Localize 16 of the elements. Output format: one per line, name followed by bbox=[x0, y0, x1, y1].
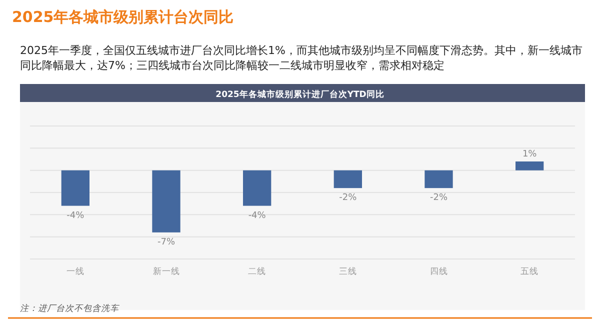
x-tick-label: 新一线 bbox=[152, 266, 180, 277]
data-label: -4% bbox=[66, 210, 85, 221]
x-tick-label: 五线 bbox=[520, 266, 539, 277]
data-label: -4% bbox=[248, 210, 266, 221]
text: 2025年各城市级别累计进厂台次YTD同比 bbox=[216, 89, 384, 100]
data-label: -2% bbox=[339, 193, 358, 204]
chart-subtitle: 2025年一季度，全国仅五线城市进厂台次同比增长1%，而其他城市级别均呈不同幅度下滑态势。其中，新一线城市同比降幅最大，达7%；三四线城市台次同比降幅较一二线城市明显收窄，需求相对稳定 bbox=[20, 44, 582, 72]
x-tick-label: 二线 bbox=[248, 266, 266, 277]
x-tick-label: 三线 bbox=[338, 266, 357, 277]
x-tick-label: 四线 bbox=[430, 266, 448, 277]
chart-title: 2025年各城市级别累计台次同比 bbox=[12, 8, 234, 26]
data-label: -2% bbox=[430, 193, 448, 204]
x-tick-label: 一线 bbox=[66, 266, 84, 277]
text: 注：进厂台次不包含洗车 bbox=[20, 303, 120, 314]
data-label: 1% bbox=[522, 149, 538, 160]
data-label: -7% bbox=[157, 237, 176, 248]
